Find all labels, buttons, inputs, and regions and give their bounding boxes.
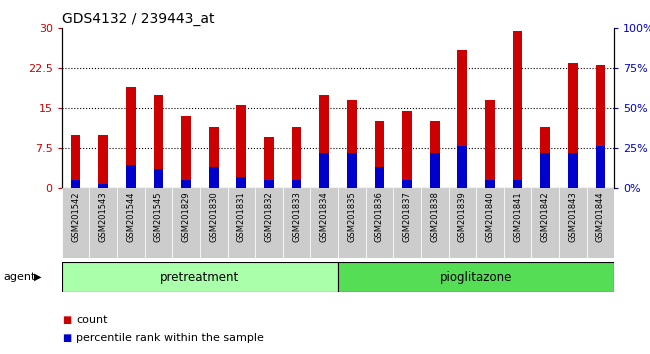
Bar bbox=[98, 184, 108, 188]
Text: GSM201843: GSM201843 bbox=[568, 191, 577, 242]
Text: GSM201830: GSM201830 bbox=[209, 191, 218, 242]
Text: GSM201542: GSM201542 bbox=[71, 191, 80, 242]
Bar bbox=[126, 87, 136, 188]
Bar bbox=[568, 63, 578, 188]
Bar bbox=[402, 111, 412, 188]
Bar bbox=[540, 153, 550, 188]
Bar bbox=[476, 188, 504, 258]
Bar bbox=[71, 180, 81, 188]
Text: GSM201829: GSM201829 bbox=[181, 191, 190, 242]
Bar bbox=[144, 188, 172, 258]
Bar bbox=[237, 177, 246, 188]
Bar bbox=[568, 153, 578, 188]
Text: GSM201838: GSM201838 bbox=[430, 191, 439, 242]
Text: GSM201544: GSM201544 bbox=[126, 191, 135, 242]
Text: ■: ■ bbox=[62, 315, 71, 325]
Bar bbox=[153, 169, 163, 188]
Text: GSM201842: GSM201842 bbox=[541, 191, 550, 242]
Text: GSM201543: GSM201543 bbox=[99, 191, 108, 242]
Bar bbox=[540, 127, 550, 188]
Bar bbox=[255, 188, 283, 258]
Text: GSM201832: GSM201832 bbox=[265, 191, 274, 242]
Bar bbox=[393, 188, 421, 258]
Text: agent: agent bbox=[3, 272, 36, 282]
Bar bbox=[586, 188, 614, 258]
Text: GSM201839: GSM201839 bbox=[458, 191, 467, 242]
Bar bbox=[347, 153, 357, 188]
Bar bbox=[504, 188, 532, 258]
Bar bbox=[311, 188, 338, 258]
Bar bbox=[209, 127, 218, 188]
Bar bbox=[513, 180, 523, 188]
Bar bbox=[283, 188, 311, 258]
Bar bbox=[209, 167, 218, 188]
Bar bbox=[458, 146, 467, 188]
Bar bbox=[513, 31, 523, 188]
Bar bbox=[595, 146, 605, 188]
Bar bbox=[227, 188, 255, 258]
Text: GSM201837: GSM201837 bbox=[402, 191, 411, 242]
Bar bbox=[172, 188, 200, 258]
Bar bbox=[200, 188, 227, 258]
Bar bbox=[62, 262, 338, 292]
Bar bbox=[374, 121, 384, 188]
Bar bbox=[264, 180, 274, 188]
Text: GSM201834: GSM201834 bbox=[320, 191, 329, 242]
Bar bbox=[71, 135, 81, 188]
Text: GSM201836: GSM201836 bbox=[375, 191, 384, 242]
Bar bbox=[595, 65, 605, 188]
Bar bbox=[98, 135, 108, 188]
Bar bbox=[117, 188, 144, 258]
Bar bbox=[181, 181, 191, 188]
Bar bbox=[264, 137, 274, 188]
Bar bbox=[485, 180, 495, 188]
Text: count: count bbox=[76, 315, 107, 325]
Text: GSM201841: GSM201841 bbox=[513, 191, 522, 242]
Bar bbox=[338, 262, 614, 292]
Bar bbox=[319, 153, 329, 188]
Bar bbox=[338, 188, 365, 258]
Bar bbox=[126, 165, 136, 188]
Text: GDS4132 / 239443_at: GDS4132 / 239443_at bbox=[62, 12, 214, 26]
Bar bbox=[448, 188, 476, 258]
Text: pioglitazone: pioglitazone bbox=[440, 270, 512, 284]
Text: ▶: ▶ bbox=[34, 272, 42, 282]
Bar bbox=[485, 100, 495, 188]
Bar bbox=[374, 167, 384, 188]
Bar bbox=[458, 50, 467, 188]
Bar bbox=[347, 100, 357, 188]
Bar bbox=[153, 95, 163, 188]
Text: GSM201833: GSM201833 bbox=[292, 191, 301, 242]
Bar bbox=[559, 188, 586, 258]
Bar bbox=[430, 121, 439, 188]
Text: GSM201831: GSM201831 bbox=[237, 191, 246, 242]
Text: pretreatment: pretreatment bbox=[161, 270, 239, 284]
Bar bbox=[402, 180, 412, 188]
Bar bbox=[365, 188, 393, 258]
Text: ■: ■ bbox=[62, 333, 71, 343]
Text: GSM201840: GSM201840 bbox=[486, 191, 495, 242]
Bar bbox=[292, 180, 302, 188]
Text: GSM201835: GSM201835 bbox=[347, 191, 356, 242]
Bar bbox=[532, 188, 559, 258]
Bar bbox=[319, 95, 329, 188]
Bar bbox=[421, 188, 448, 258]
Bar bbox=[292, 127, 302, 188]
Text: percentile rank within the sample: percentile rank within the sample bbox=[76, 333, 264, 343]
Text: GSM201545: GSM201545 bbox=[154, 191, 163, 242]
Bar bbox=[181, 116, 191, 188]
Bar bbox=[90, 188, 117, 258]
Bar bbox=[430, 153, 439, 188]
Bar bbox=[62, 188, 90, 258]
Bar bbox=[237, 105, 246, 188]
Text: GSM201844: GSM201844 bbox=[596, 191, 605, 242]
